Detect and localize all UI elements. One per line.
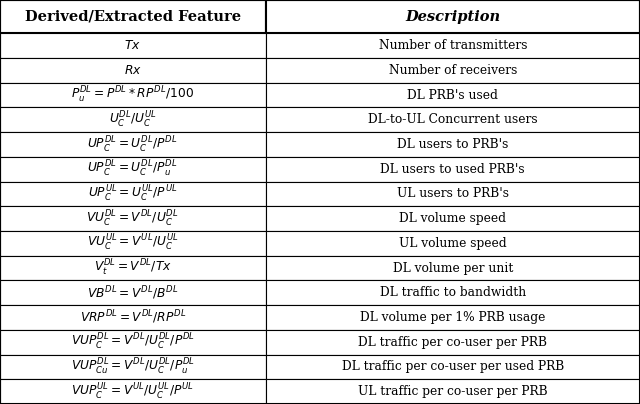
Text: $\mathit{VU_C^{UL} = V^{UL}/U_C^{UL}}$: $\mathit{VU_C^{UL} = V^{UL}/U_C^{UL}}$ — [87, 234, 179, 253]
Bar — [0, 231, 266, 256]
Bar — [0, 330, 266, 355]
Bar — [0, 132, 266, 157]
Text: $\mathit{VB^{DL} = V^{DL}/B^{DL}}$: $\mathit{VB^{DL} = V^{DL}/B^{DL}}$ — [87, 284, 179, 302]
Bar — [0, 34, 266, 58]
Bar — [266, 206, 640, 231]
Bar — [266, 107, 640, 132]
Text: Number of transmitters: Number of transmitters — [378, 39, 527, 52]
Text: UL users to PRB's: UL users to PRB's — [397, 187, 509, 200]
Bar — [266, 379, 640, 404]
Bar — [266, 132, 640, 157]
Text: DL volume per 1% PRB usage: DL volume per 1% PRB usage — [360, 311, 545, 324]
Bar — [0, 305, 266, 330]
Text: DL volume speed: DL volume speed — [399, 212, 506, 225]
Text: DL traffic per co-user per PRB: DL traffic per co-user per PRB — [358, 336, 547, 349]
Text: $\mathit{U_C^{DL}/U_C^{UL}}$: $\mathit{U_C^{DL}/U_C^{UL}}$ — [109, 110, 157, 130]
Text: $\mathit{VUP_C^{UL} = V^{UL}/U_C^{UL}/P^{UL}}$: $\mathit{VUP_C^{UL} = V^{UL}/U_C^{UL}/P^… — [72, 382, 194, 402]
Text: DL PRB's used: DL PRB's used — [408, 88, 498, 102]
Bar — [0, 280, 266, 305]
Text: Description: Description — [405, 10, 500, 24]
Text: UL traffic per co-user per PRB: UL traffic per co-user per PRB — [358, 385, 548, 398]
Text: Derived/Extracted Feature: Derived/Extracted Feature — [25, 10, 241, 24]
Text: $\mathit{UP_C^{DL} = U_C^{DL}/P_u^{DL}}$: $\mathit{UP_C^{DL} = U_C^{DL}/P_u^{DL}}$ — [88, 159, 178, 179]
Bar — [0, 379, 266, 404]
Text: $\mathit{V_t^{DL} = V^{DL}/Tx}$: $\mathit{V_t^{DL} = V^{DL}/Tx}$ — [94, 258, 172, 278]
Bar — [0, 355, 266, 379]
Bar — [266, 280, 640, 305]
Bar — [266, 58, 640, 83]
Text: DL users to used PRB's: DL users to used PRB's — [381, 163, 525, 176]
Bar — [266, 34, 640, 58]
Text: DL traffic to bandwidth: DL traffic to bandwidth — [380, 286, 526, 299]
Bar — [0, 157, 266, 182]
Bar — [0, 182, 266, 206]
Bar — [266, 355, 640, 379]
Text: DL traffic per co-user per used PRB: DL traffic per co-user per used PRB — [342, 360, 564, 373]
Bar — [0, 58, 266, 83]
Text: Number of receivers: Number of receivers — [388, 64, 517, 77]
Text: $\mathit{VU_C^{DL} = V^{DL}/U_C^{DL}}$: $\mathit{VU_C^{DL} = V^{DL}/U_C^{DL}}$ — [86, 208, 179, 229]
Bar — [0, 83, 266, 107]
Bar — [0, 107, 266, 132]
Bar — [266, 0, 640, 34]
Bar — [266, 305, 640, 330]
Text: $\mathit{VUP_C^{DL} = V^{DL}/U_C^{DL}/P^{DL}}$: $\mathit{VUP_C^{DL} = V^{DL}/U_C^{DL}/P^… — [70, 332, 195, 352]
Text: $\mathit{Tx}$: $\mathit{Tx}$ — [124, 39, 141, 52]
Bar — [266, 231, 640, 256]
Text: $\mathit{UP_C^{UL} = U_C^{UL}/P^{UL}}$: $\mathit{UP_C^{UL} = U_C^{UL}/P^{UL}}$ — [88, 184, 178, 204]
Text: $\mathit{P_u^{DL} = P^{DL} * RP^{DL}/100}$: $\mathit{P_u^{DL} = P^{DL} * RP^{DL}/100… — [71, 85, 195, 105]
Bar — [0, 206, 266, 231]
Text: UL volume speed: UL volume speed — [399, 237, 507, 250]
Bar — [266, 330, 640, 355]
Text: $\mathit{VUP_{Cu}^{DL} = V^{DL}/U_C^{DL}/P_u^{DL}}$: $\mathit{VUP_{Cu}^{DL} = V^{DL}/U_C^{DL}… — [70, 357, 195, 377]
Text: $\mathit{VRP^{DL} = V^{DL}/RP^{DL}}$: $\mathit{VRP^{DL} = V^{DL}/RP^{DL}}$ — [79, 309, 186, 326]
Bar — [0, 0, 266, 34]
Bar — [266, 157, 640, 182]
Text: DL-to-UL Concurrent users: DL-to-UL Concurrent users — [368, 114, 538, 126]
Text: DL users to PRB's: DL users to PRB's — [397, 138, 509, 151]
Text: $\mathit{Rx}$: $\mathit{Rx}$ — [124, 64, 141, 77]
Bar — [266, 83, 640, 107]
Text: DL volume per unit: DL volume per unit — [392, 262, 513, 275]
Text: $\mathit{UP_C^{DL} = U_C^{DL}/P^{DL}}$: $\mathit{UP_C^{DL} = U_C^{DL}/P^{DL}}$ — [88, 135, 178, 155]
Bar — [266, 256, 640, 280]
Bar — [0, 256, 266, 280]
Bar — [266, 182, 640, 206]
